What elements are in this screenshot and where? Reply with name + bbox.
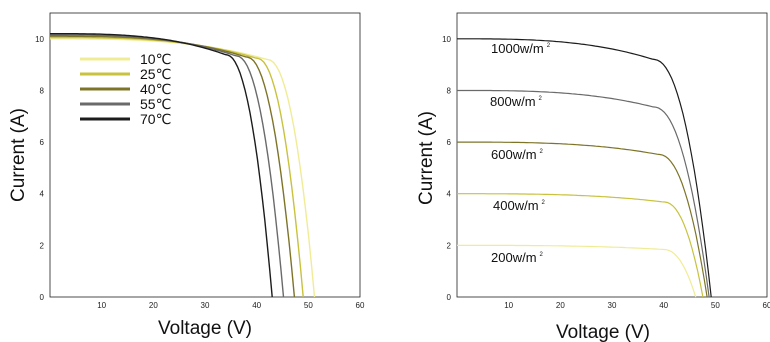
series-line (50, 33, 273, 298)
x-tick-label: 10 (97, 301, 106, 310)
y-axis-title: Current (A) (8, 108, 29, 202)
series-label: 600w/m 2 (491, 147, 544, 162)
y-tick-label: 10 (35, 35, 44, 44)
series-line (457, 244, 697, 298)
x-tick-label: 30 (201, 301, 210, 310)
x-tick-label: 60 (763, 301, 770, 310)
plot-frame (49, 12, 361, 298)
series-line (50, 38, 316, 298)
legend-label: 25℃ (140, 66, 171, 82)
y-tick-label: 6 (40, 138, 45, 147)
y-tick-label: 2 (447, 241, 452, 250)
y-tick-label: 0 (40, 293, 45, 302)
legend-label: 70℃ (140, 111, 171, 127)
y-tick-label: 4 (447, 190, 452, 199)
x-axis-title: Voltage (V) (158, 318, 252, 339)
legend: 10℃25℃40℃55℃70℃ (80, 51, 171, 127)
series-label-superscript: 2 (540, 149, 544, 155)
y-tick-label: 6 (447, 138, 452, 147)
series-line (457, 193, 704, 298)
y-tick-label: 8 (447, 86, 452, 95)
plot-frame (456, 12, 768, 298)
series-label-superscript: 2 (547, 43, 551, 49)
series-lines (50, 33, 316, 298)
y-tick-label: 10 (442, 35, 451, 44)
y-tick-label: 8 (40, 86, 45, 95)
x-tick-label: 20 (556, 301, 565, 310)
irradiance-chart: 10 20 30 40 50 60 0 2 4 6 8 10 1000w/m 2 800w/m 2 600w/… (416, 12, 770, 342)
series-label: 400w/m 2 (493, 198, 546, 213)
tick-labels: 10 20 30 40 50 60 0 2 4 6 8 10 (35, 35, 365, 310)
series-labels: 1000w/m 2 800w/m 2 600w/m 2 400w/m 2 200w/m 2 (490, 41, 551, 265)
series-label-superscript: 2 (540, 252, 544, 258)
y-tick-label: 4 (40, 190, 45, 199)
legend-label: 10℃ (140, 51, 171, 67)
x-axis-title: Voltage (V) (556, 322, 650, 342)
x-tick-label: 50 (304, 301, 313, 310)
legend-label: 40℃ (140, 81, 171, 97)
x-tick-label: 50 (711, 301, 720, 310)
series-label: 200w/m 2 (491, 250, 544, 265)
x-tick-label: 60 (356, 301, 365, 310)
x-tick-label: 10 (504, 301, 513, 310)
series-line (457, 141, 708, 298)
series-label-superscript: 2 (539, 96, 543, 102)
series-line (50, 36, 304, 298)
series-lines (457, 38, 712, 298)
temperature-chart: 10 20 30 40 50 60 0 2 4 6 8 10 10℃25℃40℃55℃70℃ Volt… (8, 12, 365, 339)
series-line (457, 89, 710, 298)
x-tick-label: 30 (608, 301, 617, 310)
x-tick-label: 40 (252, 301, 261, 310)
y-tick-label: 0 (447, 293, 452, 302)
series-label: 1000w/m 2 (491, 41, 551, 56)
series-label: 800w/m 2 (490, 94, 543, 109)
series-label-superscript: 2 (542, 200, 546, 206)
x-tick-label: 20 (149, 301, 158, 310)
y-tick-label: 2 (40, 241, 45, 250)
y-axis-title: Current (A) (416, 111, 437, 205)
tick-labels: 10 20 30 40 50 60 0 2 4 6 8 10 (442, 35, 770, 310)
series-line (457, 38, 712, 298)
legend-label: 55℃ (140, 96, 171, 112)
x-tick-label: 40 (659, 301, 668, 310)
